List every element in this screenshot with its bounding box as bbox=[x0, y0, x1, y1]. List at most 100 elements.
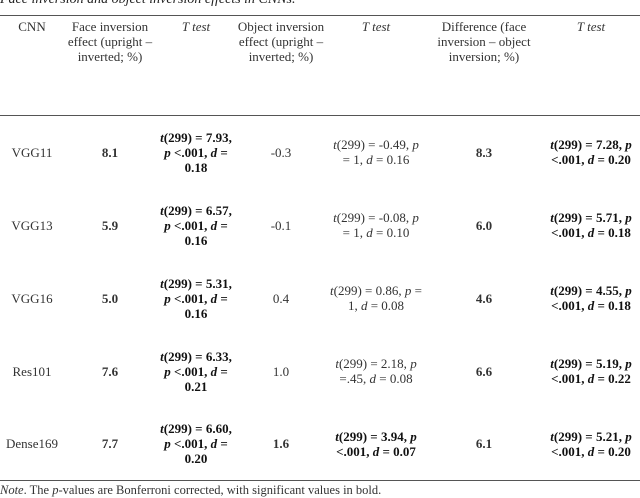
object-inversion-value: 0.4 bbox=[272, 290, 290, 306]
ttest-part: d bbox=[587, 225, 595, 240]
ttest-part: = 0.07 bbox=[379, 443, 416, 459]
ttest-part: = 0.16 bbox=[184, 290, 228, 321]
ttest-part: t bbox=[550, 137, 554, 153]
ttest-part: =.45, bbox=[339, 371, 370, 386]
difference-value: 6.1 bbox=[475, 436, 493, 452]
ttest-part: t bbox=[160, 275, 164, 291]
object-inversion-value: 1.0 bbox=[272, 363, 290, 379]
cnn-name: Res101 bbox=[12, 363, 52, 379]
ttest-part: <.001, bbox=[551, 152, 588, 168]
header-t-test-object: T test bbox=[361, 19, 391, 34]
ttest-part: p bbox=[164, 436, 171, 452]
ttest-part: <.001, bbox=[551, 443, 588, 459]
ttest-cell-t1: t(299) = 6.33, p <.001, d = 0.21 bbox=[156, 335, 236, 408]
ttest-part: = 0.18 bbox=[594, 298, 631, 313]
ttest-part: <.001, bbox=[551, 225, 588, 240]
ttest-cell-t3: t(299) = 5.19, p <.001, d = 0.22 bbox=[542, 335, 640, 408]
difference-value: 6.6 bbox=[475, 363, 493, 379]
ttest-cell-t3: t(299) = 4.55, p <.001, d = 0.18 bbox=[542, 262, 640, 335]
ttest-part: t bbox=[330, 283, 334, 298]
ttest-part: (299) = 0.86, bbox=[333, 283, 405, 298]
header-t-test-face: T test bbox=[181, 19, 211, 34]
ttest-part: p bbox=[412, 137, 419, 153]
table-caption: Face inversion and object inversion effe… bbox=[0, 0, 640, 8]
ttest-part: <.001, bbox=[170, 363, 211, 379]
header-object-inversion: Object inversion effect (upright – inver… bbox=[237, 19, 325, 64]
ttest-part: d bbox=[210, 436, 218, 452]
ttest-part: <.001, bbox=[170, 144, 211, 160]
ttest-part: = 0.18 bbox=[184, 144, 228, 175]
object-inversion-value: 1.6 bbox=[272, 436, 290, 452]
face-inversion-value: 5.0 bbox=[101, 290, 119, 306]
ttest-part: = 0.20 bbox=[184, 436, 228, 467]
ttest-part: t bbox=[333, 210, 337, 225]
ttest-part: <.001, bbox=[336, 443, 373, 459]
ttest-part: p bbox=[410, 428, 417, 444]
ttest-part: p bbox=[412, 210, 419, 225]
ttest-part: d bbox=[369, 371, 377, 386]
ttest-cell-t3: t(299) = 7.28, p <.001, d = 0.20 bbox=[542, 116, 640, 189]
difference-value: 8.3 bbox=[475, 144, 493, 160]
ttest-part: d bbox=[210, 290, 218, 306]
ttest-cell-t3: t(299) = 5.21, p <.001, d = 0.20 bbox=[542, 408, 640, 481]
ttest-part: t bbox=[160, 421, 164, 437]
ttest-part: = 1, bbox=[342, 225, 367, 240]
ttest-part: = 0.16 bbox=[372, 152, 410, 168]
ttest-cell-t2: t(299) = 0.86, p = 1, d = 0.08 bbox=[326, 262, 426, 335]
ttest-part: p bbox=[164, 217, 171, 233]
ttest-part: d bbox=[587, 298, 595, 313]
ttest-part: t bbox=[160, 348, 164, 364]
ttest-part: t bbox=[160, 202, 164, 218]
ttest-part: d bbox=[587, 443, 595, 459]
ttest-part: = 0.20 bbox=[594, 443, 631, 459]
ttest-cell-t3: t(299) = 5.71, p <.001, d = 0.18 bbox=[542, 189, 640, 262]
ttest-part: = 0.22 bbox=[594, 371, 631, 386]
ttest-part: t bbox=[550, 283, 554, 298]
ttest-part: d bbox=[587, 152, 595, 168]
ttest-part: = 0.08 bbox=[367, 298, 405, 313]
face-inversion-value: 8.1 bbox=[101, 144, 119, 160]
ttest-part: (299) = 7.93, bbox=[163, 129, 232, 145]
ttest-part: t bbox=[333, 137, 337, 153]
ttest-cell-t1: t(299) = 7.93, p <.001, d = 0.18 bbox=[156, 116, 236, 189]
ttest-part: <.001, bbox=[551, 298, 588, 313]
ttest-cell-t2: t(299) = 3.94, p <.001, d = 0.07 bbox=[326, 408, 426, 481]
table-row: VGG16 5.0 t(299) = 5.31, p <.001, d = 0.16… bbox=[0, 262, 640, 335]
difference-value: 6.0 bbox=[475, 217, 493, 233]
ttest-part: p bbox=[625, 283, 632, 298]
object-inversion-value: -0.3 bbox=[270, 144, 292, 160]
ttest-part: = 0.16 bbox=[184, 217, 228, 248]
ttest-part: = 0.21 bbox=[184, 363, 228, 394]
ttest-part: <.001, bbox=[551, 371, 588, 386]
ttest-part: t bbox=[550, 210, 554, 225]
ttest-part: p bbox=[410, 356, 417, 371]
header-face-inversion: Face inversion effect (upright – inverte… bbox=[67, 19, 153, 64]
ttest-part: (299) = 5.71, bbox=[553, 210, 626, 225]
ttest-part: p bbox=[404, 283, 412, 298]
ttest-part: (299) = 5.31, bbox=[163, 275, 232, 291]
ttest-part: (299) = -0.49, bbox=[336, 137, 413, 153]
ttest-part: <.001, bbox=[170, 436, 211, 452]
ttest-part: d bbox=[366, 152, 373, 168]
ttest-part: p bbox=[164, 290, 171, 306]
face-inversion-value: 7.7 bbox=[101, 436, 119, 452]
ttest-cell-t1: t(299) = 6.57, p <.001, d = 0.16 bbox=[156, 189, 236, 262]
ttest-part: p bbox=[164, 363, 171, 379]
table-row: Dense169 7.7 t(299) = 6.60, p <.001, d = 0… bbox=[0, 408, 640, 481]
ttest-part: p bbox=[625, 137, 632, 153]
ttest-part: t bbox=[335, 356, 339, 371]
ttest-part: d bbox=[360, 298, 368, 313]
ttest-part: d bbox=[372, 443, 380, 459]
ttest-part: p bbox=[625, 210, 632, 225]
ttest-part: (299) = 6.60, bbox=[163, 421, 232, 437]
note-pre: . The bbox=[23, 483, 53, 497]
ttest-part: (299) = 6.57, bbox=[163, 202, 232, 218]
ttest-part: (299) = -0.08, bbox=[336, 210, 413, 225]
ttest-part: t bbox=[550, 356, 554, 371]
ttest-part: (299) = 6.33, bbox=[163, 348, 232, 364]
ttest-cell-t2: t(299) = 2.18, p =.45, d = 0.08 bbox=[326, 335, 426, 408]
difference-value: 4.6 bbox=[475, 290, 493, 306]
ttest-cell-t2: t(299) = -0.08, p = 1, d = 0.10 bbox=[326, 189, 426, 262]
ttest-part: <.001, bbox=[170, 217, 211, 233]
note-p: p bbox=[52, 483, 59, 497]
